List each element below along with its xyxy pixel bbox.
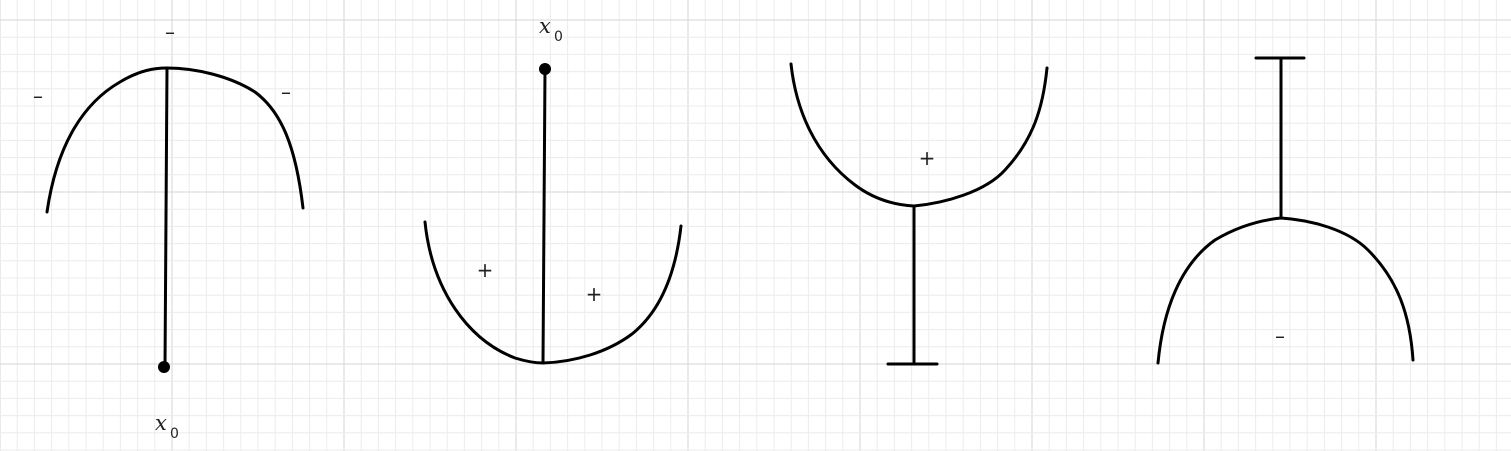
panel-2-cup-with-point-above: x 0 + + bbox=[423, 14, 683, 365]
panel-4-arch-with-bar-above: – bbox=[1156, 56, 1415, 365]
panel-2-sign-left: + bbox=[477, 258, 494, 282]
panel-2-vertical-line bbox=[541, 68, 547, 365]
panel-1-sign-right: – bbox=[281, 80, 291, 104]
panel-1-sign-top: – bbox=[165, 20, 175, 44]
panel-2-point-label-subscript: 0 bbox=[554, 29, 563, 45]
panel-1-sign-left: – bbox=[33, 84, 43, 108]
panel-3-cup-curve bbox=[789, 62, 1049, 208]
panel-4-sign-inside: – bbox=[1275, 324, 1285, 348]
panel-1-point-dot bbox=[158, 361, 170, 373]
panel-2-point-dot bbox=[539, 63, 551, 75]
panel-4-arch-curve bbox=[1156, 216, 1415, 365]
panel-3-sign-inside: + bbox=[919, 146, 936, 170]
panel-1-vertical-line bbox=[163, 66, 169, 368]
panel-2-point-label-variable: x bbox=[539, 14, 551, 38]
panel-1-point-label-subscript: 0 bbox=[170, 426, 179, 442]
panel-1-arch-with-point-below: – – – x 0 bbox=[33, 20, 305, 442]
panel-3-cup-with-bar-below: + bbox=[789, 62, 1049, 366]
panel-2-sign-right: + bbox=[586, 282, 603, 306]
panel-1-point-label-variable: x bbox=[155, 411, 167, 435]
